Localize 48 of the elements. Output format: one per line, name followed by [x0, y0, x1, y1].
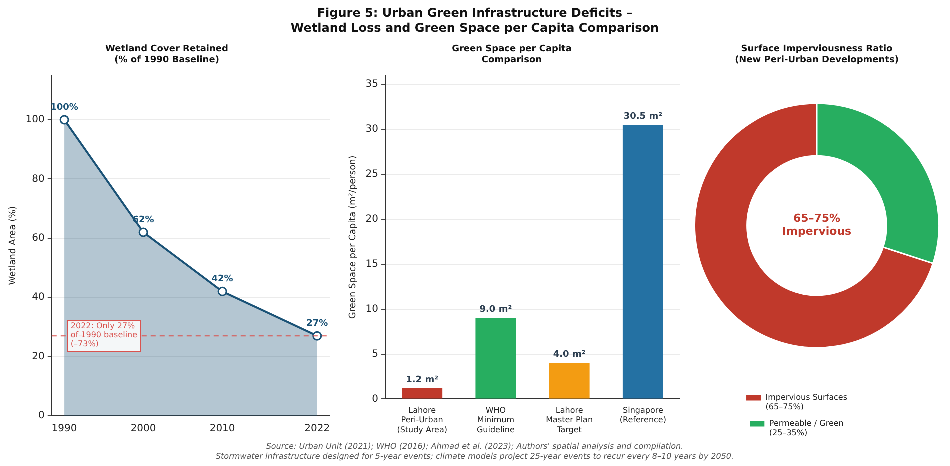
y-axis-title: Green Space per Capita (m²/person): [348, 156, 359, 320]
chart-title: Green Space per Capita Comparison: [452, 44, 572, 66]
legend-label: Impervious Surfaces (65–75%): [766, 393, 848, 412]
data-label: 1.2 m²: [406, 375, 439, 386]
data-label: 9.0 m²: [480, 305, 512, 316]
text: Figure 5: Urban Green Infrastructure Deficits – Wetland Loss and Green Space per Capita Comparison: [290, 6, 660, 36]
source-note: Source: Urban Unit (2021); WHO (2016); Ahmad et al. (2023); Authors' spatial analysis and compilation.: [265, 442, 685, 452]
y-axis-title: Wetland Area (%): [8, 206, 19, 286]
point: [312, 331, 322, 341]
y-tick-label: 40: [32, 292, 45, 304]
data-label: 4.0 m²: [553, 350, 586, 360]
x-tick-label: 2010: [210, 424, 236, 435]
data-label: 30.5 m²: [624, 112, 663, 122]
x-tick-label: 2000: [130, 424, 156, 435]
y-tick-label: 35: [366, 79, 379, 90]
data-label: 42%: [212, 274, 234, 285]
bar: [476, 318, 516, 399]
chart-title: Surface Imperviousness Ratio (New Peri-Urban Developments): [735, 44, 899, 66]
bar: [622, 125, 664, 399]
y-tick-label: 80: [32, 174, 45, 185]
x-tick-label: Singapore (Reference): [620, 406, 666, 425]
y-tick-label: 20: [366, 214, 379, 226]
x-tick-label: 1990: [52, 424, 78, 435]
chart-title: Wetland Cover Retained (% of 1990 Baseline): [106, 44, 228, 66]
x-tick-label: 2022: [304, 424, 330, 435]
y-tick-label: 0: [372, 394, 379, 405]
y-tick-label: 25: [366, 169, 379, 180]
x-tick-label: Lahore Peri-Urban (Study Area): [397, 406, 448, 434]
bar: [402, 388, 443, 399]
x-tick-label: WHO Minimum Guideline: [476, 406, 515, 434]
bar: [549, 363, 590, 399]
point: [138, 228, 148, 238]
y-tick-label: 30: [366, 124, 379, 136]
ref-line-label: 2022: Only 27% of 1990 baseline (–73%): [70, 322, 138, 349]
y-tick-label: 15: [366, 258, 379, 270]
text: 65–75% Impervious: [782, 212, 852, 238]
point: [218, 286, 228, 296]
point: [60, 115, 70, 125]
y-tick-label: 5: [372, 348, 379, 360]
y-tick-label: 60: [32, 232, 45, 244]
y-tick-label: 0: [38, 410, 45, 422]
legend-label: Permeable / Green (25–35%): [769, 419, 844, 438]
y-tick-label: 10: [366, 304, 379, 315]
y-tick-label: 100: [26, 114, 45, 126]
data-label: 27%: [306, 318, 328, 329]
text: Stormwater infrastructure designed for 5-year events; climate models project 25-year events to recur every 8–10 years by 2050.: [214, 452, 736, 462]
x-tick-label: Lahore Master Plan Target: [546, 406, 594, 434]
y-tick-label: 20: [32, 351, 45, 362]
